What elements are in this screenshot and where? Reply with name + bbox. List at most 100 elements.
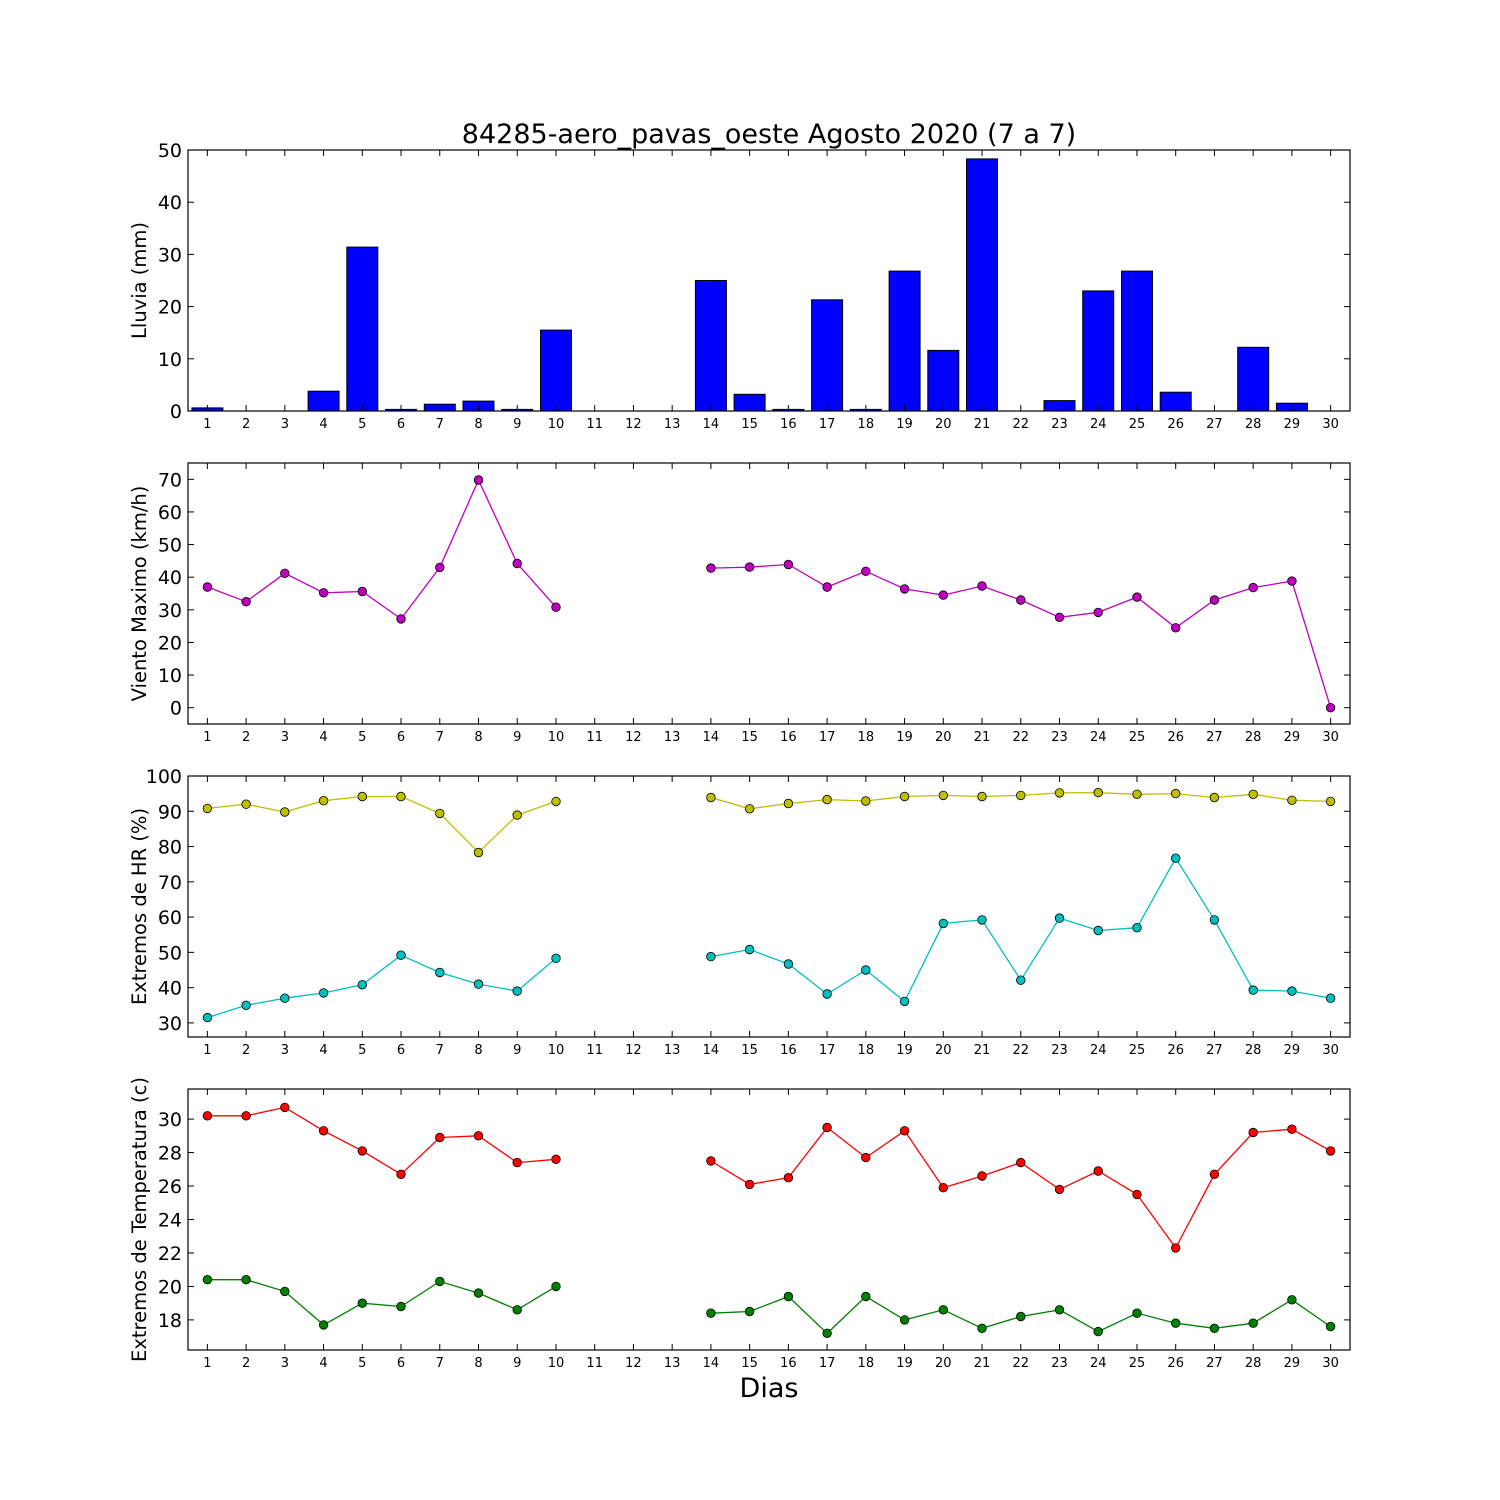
x-tick-label: 24 [1090, 1043, 1107, 1058]
x-tick-label: 15 [741, 1356, 758, 1371]
x-tick-label: 23 [1051, 1356, 1068, 1371]
x-tick-label: 19 [896, 417, 913, 432]
series-2-point-day-2 [241, 1274, 251, 1285]
y-tick-label: 40 [158, 978, 182, 1000]
series-2-point-day-8 [473, 1288, 484, 1298]
series-1-point-day-4 [318, 796, 329, 806]
series-1-point-day-25 [1132, 789, 1142, 800]
x-tick-label: 16 [780, 417, 797, 432]
series-2-point-day-30 [1325, 993, 1336, 1003]
series-2-point-day-23 [1054, 913, 1065, 923]
series-2-line [207, 954, 557, 1019]
series-1-point-day-2 [241, 799, 251, 809]
series-1-point-day-5 [357, 1146, 368, 1156]
x-tick-label: 25 [1129, 1043, 1146, 1058]
x-tick-label: 25 [1129, 417, 1146, 432]
x-tick-label: 15 [741, 417, 758, 432]
series-1-point-day-29 [1287, 1124, 1297, 1134]
series-1-point-day-2 [241, 597, 251, 607]
series-1-point-day-26 [1170, 623, 1181, 633]
y-tick-label: 40 [158, 192, 182, 214]
x-tick-label: 9 [513, 1043, 521, 1058]
x-tick-label: 17 [819, 1043, 836, 1058]
series-2-point-day-24 [1093, 925, 1103, 936]
y-axis-label: Extremos de Temperatura (c) [128, 1077, 151, 1362]
y-tick-label: 30 [158, 1109, 182, 1131]
series-2-point-day-10 [551, 1281, 561, 1292]
series-2-point-day-6 [396, 950, 406, 960]
x-tick-label: 5 [358, 417, 366, 432]
x-tick-label: 4 [319, 730, 327, 745]
series-1-point-day-27 [1209, 792, 1220, 803]
x-tick-label: 14 [703, 1043, 720, 1058]
x-tick-label: 10 [548, 730, 565, 745]
x-tick-label: 17 [819, 1356, 836, 1371]
x-tick-label: 27 [1206, 417, 1223, 432]
x-tick-label: 22 [1012, 730, 1029, 745]
x-tick-label: 8 [474, 417, 482, 432]
series-2-point-day-15 [744, 1306, 755, 1317]
series-1-point-day-8 [473, 847, 484, 858]
y-tick-label: 20 [158, 1276, 182, 1298]
series-1-point-day-18 [861, 566, 871, 577]
series-2-point-day-9 [512, 986, 522, 996]
x-tick-label: 22 [1012, 417, 1029, 432]
y-tick-label: 26 [158, 1176, 182, 1198]
x-tick-label: 4 [319, 1043, 327, 1058]
series-1-line [207, 1106, 557, 1176]
x-tick-label: 6 [397, 1356, 405, 1371]
series-1-point-day-6 [396, 791, 406, 802]
series-2-point-day-4 [318, 1320, 329, 1330]
series-1-point-day-24 [1093, 787, 1103, 798]
y-tick-label: 24 [158, 1210, 182, 1232]
series-1-point-day-27 [1209, 595, 1220, 605]
series-2-point-day-28 [1248, 1318, 1258, 1328]
y-tick-label: 50 [158, 535, 182, 557]
series-1-point-day-30 [1325, 703, 1336, 713]
x-tick-label: 9 [513, 1356, 521, 1371]
bar-day-19 [888, 270, 921, 412]
x-tick-label: 7 [436, 1043, 444, 1058]
x-tick-label: 14 [703, 730, 720, 745]
x-tick-label: 29 [1284, 1043, 1301, 1058]
x-tick-label: 2 [242, 1356, 250, 1371]
x-tick-label: 27 [1206, 730, 1223, 745]
series-2-point-day-22 [1016, 975, 1026, 985]
x-tick-label: 28 [1245, 1043, 1262, 1058]
series-1-point-day-7 [435, 1132, 445, 1143]
series-1-point-day-30 [1325, 1146, 1336, 1156]
series-1-point-day-20 [938, 1182, 949, 1193]
chart-title: 84285-aero_pavas_oeste Agosto 2020 (7 a … [462, 119, 1076, 150]
series-2-point-day-18 [861, 965, 871, 975]
x-tick-label: 11 [586, 417, 603, 432]
x-tick-label: 24 [1090, 1356, 1107, 1371]
y-tick-label: 70 [158, 469, 182, 491]
x-tick-label: 1 [203, 1043, 211, 1058]
y-tick-label: 20 [158, 297, 182, 319]
y-axis-label: Viento Maximo (km/h) [128, 486, 151, 702]
x-tick-label: 18 [858, 1356, 875, 1371]
x-tick-label: 13 [664, 1356, 681, 1371]
x-tick-label: 9 [513, 730, 521, 745]
series-1-point-day-4 [318, 588, 329, 598]
y-tick-label: 70 [158, 872, 182, 894]
x-tick-label: 30 [1322, 1043, 1339, 1058]
x-tick-label: 22 [1012, 1356, 1029, 1371]
x-tick-label: 15 [741, 1043, 758, 1058]
x-tick-label: 21 [974, 730, 991, 745]
x-tick-label: 10 [548, 417, 565, 432]
series-1-point-day-8 [473, 1131, 484, 1141]
series-2-point-day-19 [899, 996, 910, 1007]
x-tick-label: 25 [1129, 730, 1146, 745]
series-2-point-day-26 [1170, 853, 1181, 863]
series-2-point-day-23 [1054, 1305, 1065, 1315]
x-tick-label: 18 [858, 417, 875, 432]
x-tick-label: 20 [935, 730, 952, 745]
x-tick-label: 26 [1167, 730, 1184, 745]
series-2-point-day-29 [1287, 986, 1297, 996]
x-tick-label: 19 [896, 730, 913, 745]
bar-day-17 [811, 299, 844, 412]
plot-frame [187, 775, 1351, 1038]
